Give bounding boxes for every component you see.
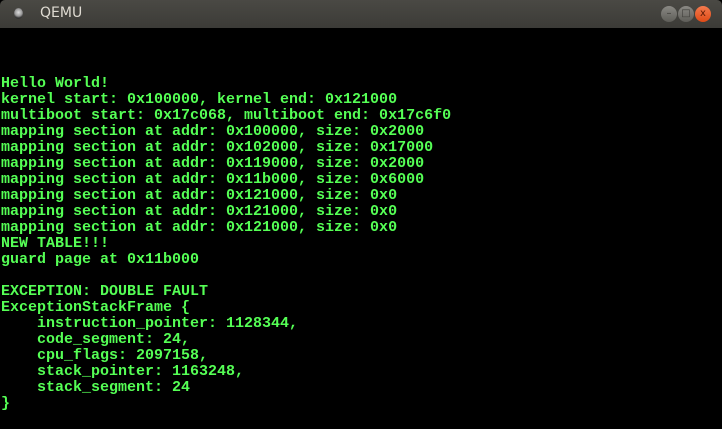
maximize-button[interactable]: □ [678, 6, 694, 22]
vga-text-console[interactable]: Hello World! kernel start: 0x100000, kern… [1, 28, 721, 428]
console-line: stack_segment: 24 [1, 379, 191, 396]
console-line: NEW TABLE!!! [1, 235, 110, 252]
console-line: mapping section at addr: 0x121000, size:… [1, 219, 398, 236]
console-line: multiboot start: 0x17c068, multiboot end… [1, 107, 452, 124]
console-line: guard page at 0x11b000 [1, 251, 200, 268]
console-line: Hello World! [1, 75, 110, 92]
console-line: mapping section at addr: 0x11b000, size:… [1, 171, 425, 188]
console-line [1, 44, 721, 60]
console-line: instruction_pointer: 1128344, [1, 315, 299, 332]
console-line [1, 268, 721, 284]
close-button[interactable]: x [695, 6, 711, 22]
console-line: mapping section at addr: 0x100000, size:… [1, 123, 425, 140]
qemu-app-icon [14, 8, 23, 19]
console-line: ExceptionStackFrame { [1, 299, 191, 316]
console-line [1, 28, 721, 44]
console-line: kernel start: 0x100000, kernel end: 0x12… [1, 91, 398, 108]
console-line: cpu_flags: 2097158, [1, 347, 209, 364]
title-bar[interactable]: QEMU – □ x [0, 0, 722, 28]
console-line: EXCEPTION: DOUBLE FAULT [1, 283, 209, 300]
console-line: code_segment: 24, [1, 331, 191, 348]
window-title: QEMU [40, 5, 83, 21]
console-line: mapping section at addr: 0x121000, size:… [1, 203, 398, 220]
console-line: mapping section at addr: 0x102000, size:… [1, 139, 434, 156]
console-line: } [1, 395, 11, 412]
console-line: stack_pointer: 1163248, [1, 363, 245, 380]
minimize-button[interactable]: – [661, 6, 677, 22]
console-line: mapping section at addr: 0x121000, size:… [1, 187, 398, 204]
console-line [1, 60, 721, 76]
console-line: mapping section at addr: 0x119000, size:… [1, 155, 425, 172]
